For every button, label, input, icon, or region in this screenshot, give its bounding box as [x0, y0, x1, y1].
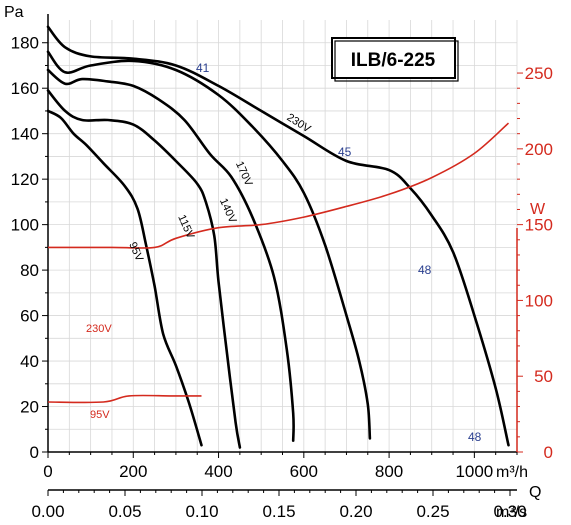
x-bottom-tick-label: 0.10: [185, 502, 218, 521]
y-right-tick-label: 250: [525, 64, 553, 83]
y-right-tick-label: 150: [525, 216, 553, 235]
y-right-tick-label: 200: [525, 140, 553, 159]
title-box: ILB/6-225: [331, 37, 459, 82]
pressure-curves: [46, 25, 510, 449]
y-left-tick-label: 40: [20, 352, 39, 371]
x-bottom-tick-label: 0.15: [262, 502, 295, 521]
y-left-tick-label: 60: [20, 307, 39, 326]
power-curve-label: 230V: [86, 323, 112, 335]
pressure-curve-140v: [46, 68, 295, 442]
pressure-curve-label: 140V: [217, 197, 239, 226]
y-left-tick-label: 120: [11, 170, 39, 189]
y-left-tick-label: 140: [11, 125, 39, 144]
x-bottom-tick-label: 0.30: [493, 502, 526, 521]
x-top-tick-label: 600: [290, 462, 318, 481]
x-top-tick-label: 800: [375, 462, 403, 481]
pressure-curve-230v: [46, 25, 510, 447]
pressure-curve-170v: [46, 50, 372, 440]
tick-labels: 0 20 40 60 80 100 120 140 160 180 0 50 100 150 200 250 0…: [11, 34, 553, 521]
y-right-unit: W: [530, 201, 546, 218]
y-left-tick-label: 100: [11, 216, 39, 235]
noise-marker: 41: [196, 61, 210, 75]
pressure-curve-95v: [46, 109, 203, 447]
x-top-tick-label: 400: [204, 462, 232, 481]
power-curve-95v: [47, 394, 202, 404]
y-left-tick-label: 180: [11, 34, 39, 53]
x-top-tick-label: 200: [119, 462, 147, 481]
pressure-curve-115v: [46, 89, 242, 449]
y-right-tick-label: 50: [534, 367, 553, 386]
x-bottom-tick-label: 0.25: [416, 502, 449, 521]
power-curves: [47, 122, 510, 404]
y-right-tick-label: 0: [544, 443, 553, 462]
y-left-tick-label: 160: [11, 79, 39, 98]
x-bottom-tick-label: 0.00: [31, 502, 64, 521]
x-bottom-unit: m³/s: [496, 504, 527, 521]
x-top-tick-label: 1000: [455, 462, 493, 481]
y-left-unit: Pa: [4, 4, 24, 21]
y-left-tick-label: 0: [30, 443, 39, 462]
pressure-curve-label: 95V: [126, 240, 145, 263]
chart-title: ILB/6-225: [351, 50, 436, 71]
q-label: Q: [529, 484, 541, 501]
y-left-tick-label: 20: [20, 398, 39, 417]
noise-marker: 45: [338, 145, 352, 159]
y-right-tick-label: 100: [525, 291, 553, 310]
y-left-tick-label: 80: [20, 261, 39, 280]
x-top-unit: m³/h: [496, 464, 528, 481]
x-bottom-tick-label: 0.05: [108, 502, 141, 521]
power-curve-230v: [48, 122, 510, 249]
grid: [47, 20, 518, 453]
noise-marker: 48: [468, 430, 482, 444]
noise-marker: 48: [418, 263, 432, 277]
axes: [42, 14, 523, 496]
power-curve-label: 95V: [90, 409, 110, 421]
x-bottom-tick-label: 0.20: [339, 502, 372, 521]
x-top-tick-label: 0: [43, 462, 52, 481]
